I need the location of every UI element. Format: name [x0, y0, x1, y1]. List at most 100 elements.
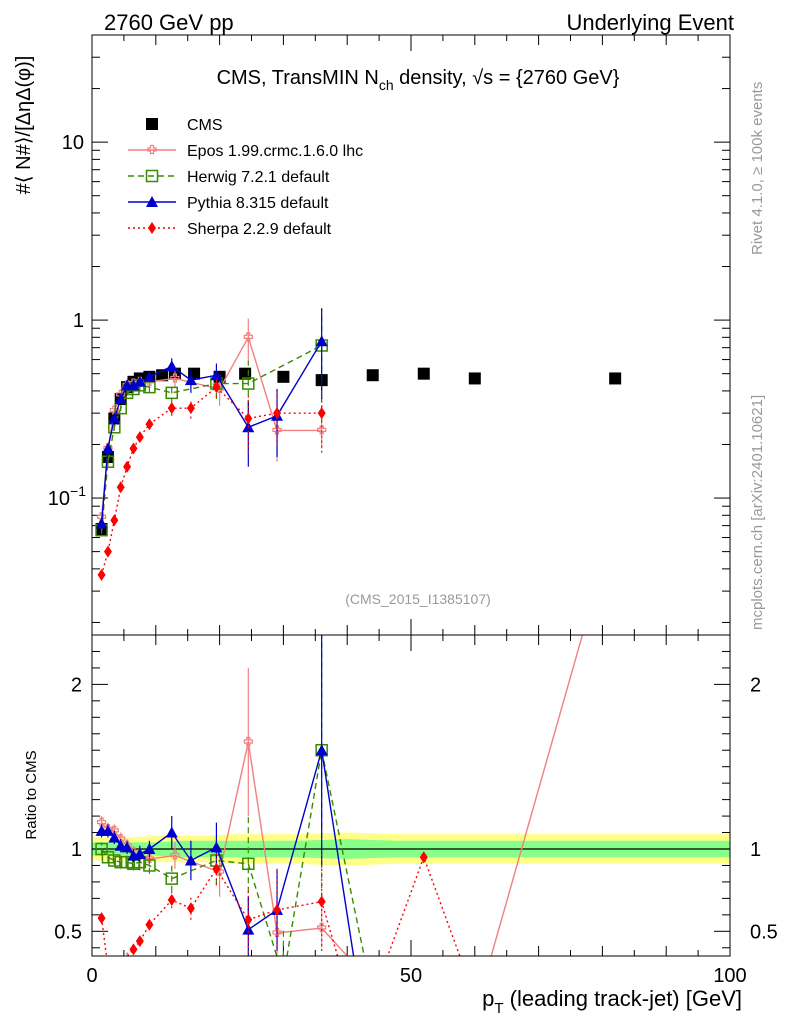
ratio-point-epos	[170, 850, 180, 860]
main-point-sherpa	[123, 460, 132, 473]
legend-marker-sherpa	[148, 222, 156, 234]
ratio-point-herwig	[101, 850, 115, 864]
x-axis-label-rest: (leading track-jet) [GeV]	[504, 986, 742, 1011]
legend-label-pythia: Pythia 8.315 default	[187, 195, 329, 212]
ratio-y-axis-label: Ratio to CMS	[23, 750, 40, 839]
main-point-pythia	[315, 335, 328, 347]
ratio-point-sherpa	[212, 862, 221, 875]
ratio-point-sherpa	[273, 903, 282, 916]
main-point-sherpa	[167, 402, 176, 415]
ratio-point-epos	[317, 922, 327, 933]
ratio-y-tick-label: 2	[71, 674, 82, 696]
main-point-sherpa	[244, 412, 253, 425]
main-point-pythia	[165, 360, 178, 372]
ratio-point-pythia	[143, 843, 156, 854]
title-text-3: = {2760 GeV}	[493, 67, 620, 89]
ratio-point-sherpa	[186, 902, 195, 915]
x-tick-label: 0	[86, 965, 97, 987]
main-point-cms	[101, 451, 114, 464]
main-point-epos	[272, 425, 282, 435]
ratio-y-tick-label-right: 2	[750, 674, 761, 696]
ratio-point-pythia	[315, 744, 328, 756]
main-y-axis-label: #⟨ N#⟩/[ΔηΔ(φ)]	[13, 56, 35, 195]
legend-marker-cms	[146, 118, 158, 130]
title-subscript: ch	[379, 77, 394, 93]
legend-label-sherpa: Sherpa 2.2.9 default	[187, 221, 332, 238]
main-point-epos	[170, 373, 180, 383]
ratio-point-herwig	[95, 842, 108, 856]
main-series-pythia	[95, 308, 328, 529]
legend: CMS Epos 1.99.crmc.1.6.0 lhc Herwig 7.2.1 …	[128, 117, 363, 238]
ratio-y-tick-label-right: 1	[750, 839, 761, 861]
main-point-pythia	[210, 369, 223, 381]
ratio-point-herwig	[143, 859, 156, 872]
ratio-point-sherpa	[97, 912, 106, 925]
main-point-cms	[417, 367, 430, 380]
main-point-cms	[468, 372, 481, 385]
main-point-pythia	[127, 379, 140, 391]
main-point-epos	[243, 332, 253, 342]
ratio-series	[95, 635, 584, 956]
main-point-sherpa	[145, 418, 154, 431]
ratio-point-epos	[116, 834, 126, 844]
ratio-uncertainty-band	[92, 832, 730, 866]
main-point-sherpa	[129, 442, 138, 455]
main-point-sherpa	[110, 514, 119, 527]
ratio-point-herwig	[120, 855, 134, 869]
main-y-tick-label: 10−1	[48, 483, 86, 510]
main-point-sherpa	[135, 431, 144, 444]
ratio-point-pythia	[108, 831, 121, 843]
x-tick-label: 50	[400, 965, 422, 987]
legend-label-epos: Epos 1.99.crmc.1.6.0 lhc	[187, 143, 363, 160]
legend-marker-herwig	[145, 169, 159, 183]
main-point-pythia	[95, 517, 108, 529]
main-point-pythia	[143, 370, 156, 382]
ratio-point-pythia	[210, 841, 223, 853]
title-text-2: density,	[394, 67, 473, 89]
ratio-point-pythia	[121, 841, 134, 853]
ratio-point-sherpa	[419, 851, 428, 864]
ratio-y-tick-label-right: 0.5	[750, 921, 778, 943]
ratio-series-pythia	[95, 635, 355, 956]
main-series	[95, 307, 622, 581]
ratio-point-pythia	[165, 826, 178, 838]
ratio-point-sherpa	[135, 935, 144, 948]
main-point-pythia	[114, 393, 127, 405]
main-series-sherpa	[97, 378, 326, 581]
ratio-y-tick-label: 0.5	[54, 921, 82, 943]
x-axis-label-p: p	[482, 986, 494, 1011]
ratio-point-sherpa	[244, 913, 253, 926]
ratio-point-herwig	[242, 857, 255, 871]
main-line-epos	[100, 335, 322, 518]
legend-marker-epos	[147, 144, 157, 155]
main-line-sherpa	[100, 386, 322, 576]
main-line-pythia	[100, 340, 323, 524]
main-panel: 10−1 1 10 CMS, TransMIN Nch density, √s = …	[13, 34, 731, 636]
ratio-point-sherpa	[317, 895, 326, 908]
main-plot-title: CMS, TransMIN Nch density, √s = {2760 Ge…	[217, 67, 620, 93]
ratio-point-epos	[96, 817, 107, 827]
main-point-epos	[109, 405, 119, 415]
ratio-y-tick-label: 1	[71, 839, 82, 861]
ratio-point-pythia	[101, 824, 114, 836]
ratio-point-pythia	[184, 854, 197, 866]
x-axis-label-subscript: T	[494, 1000, 503, 1017]
ratio-line-herwig	[101, 750, 365, 956]
main-point-cms	[277, 370, 290, 383]
main-point-epos	[317, 425, 327, 435]
ratio-point-epos	[272, 927, 282, 938]
main-series-epos	[96, 318, 327, 522]
ratio-point-epos	[243, 736, 253, 747]
header-left-label: 2760 GeV pp	[104, 10, 234, 35]
main-point-epos	[96, 512, 107, 522]
ratio-axis-ticks: 0.5 0.5 1 1 2 2 0 50 100	[54, 635, 778, 987]
ratio-panel: 0.5 0.5 1 1 2 2 0 50 100 Ratio to CMS pT (leadin…	[23, 634, 778, 1017]
legend-label-herwig: Herwig 7.2.1 default	[187, 169, 330, 186]
ratio-plot-frame	[91, 634, 731, 957]
ratio-series-sherpa	[97, 851, 461, 956]
main-point-herwig	[242, 377, 255, 390]
main-point-sherpa	[273, 407, 282, 420]
legend-marker-pythia	[146, 196, 158, 207]
header-right-label: Underlying Event	[566, 10, 734, 35]
title-text-1: CMS, TransMIN N	[217, 67, 379, 89]
